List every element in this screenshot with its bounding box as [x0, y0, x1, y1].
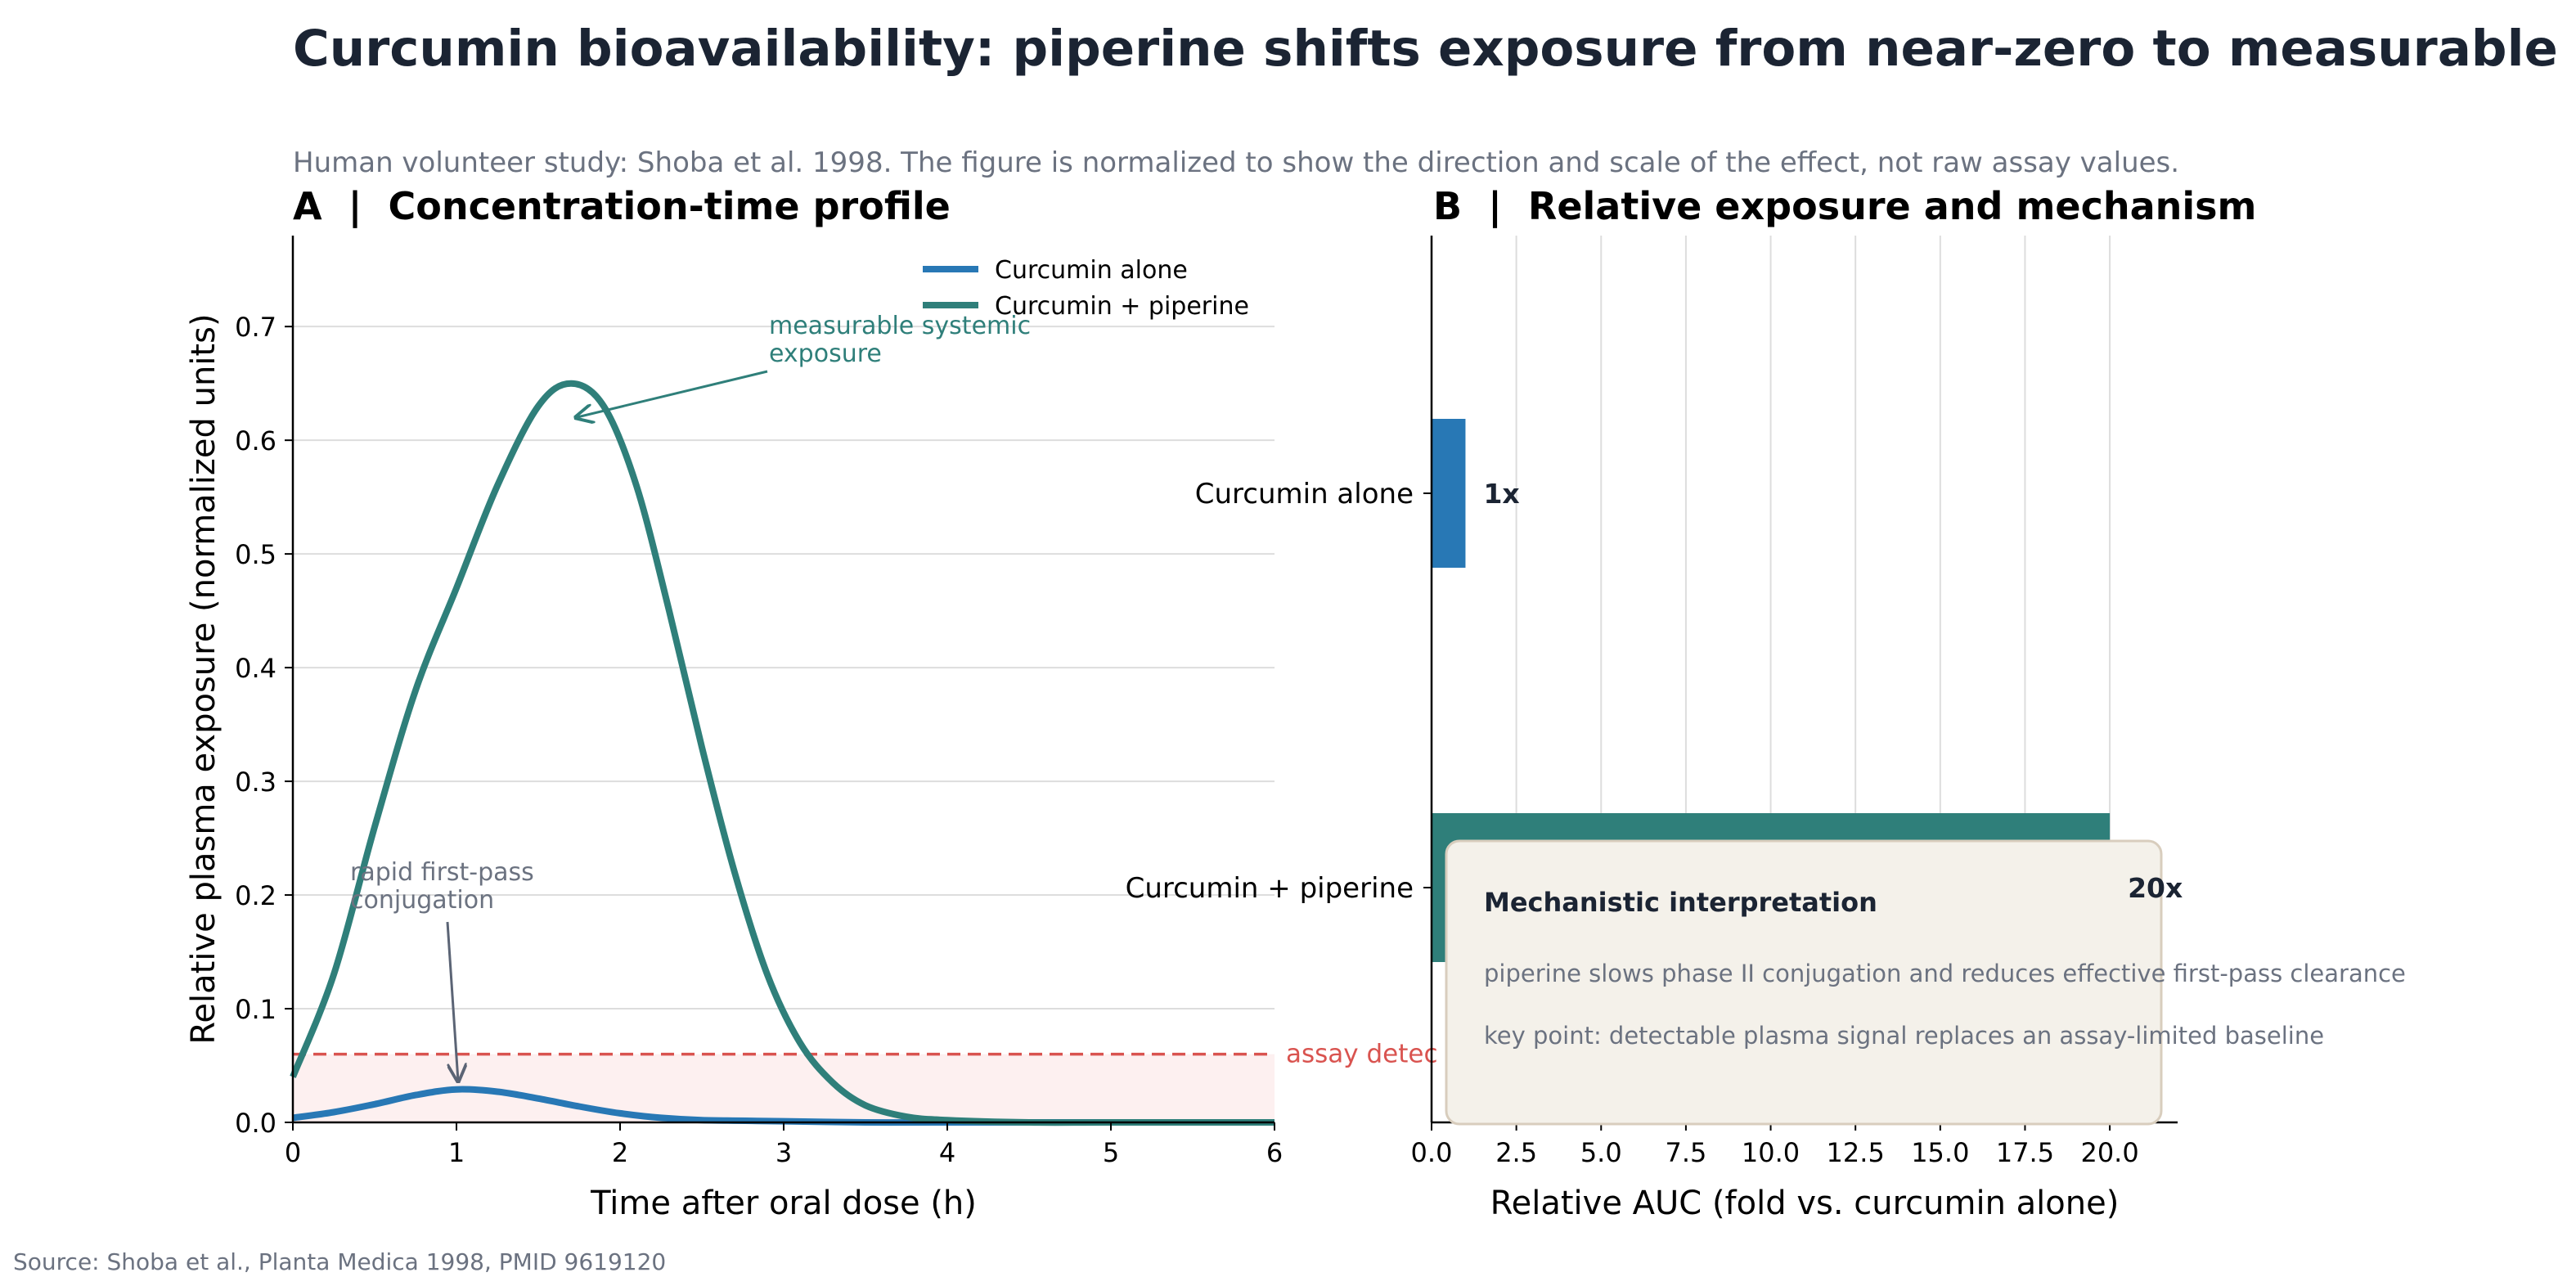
panel-a-title: A | Concentration-time profile [293, 184, 951, 229]
y-tick-label: 0.7 [235, 312, 276, 343]
x-tick-label: 2.5 [1495, 1137, 1537, 1168]
panel-b-ticks: 0.0 2.5 5.0 7.5 10.0 12.5 15.0 17.5 20.0 [1411, 492, 2139, 1168]
x-tick-label: 7.5 [1665, 1137, 1706, 1168]
x-tick-label: 15.0 [1911, 1137, 1969, 1168]
x-tick-label: 5 [1103, 1137, 1119, 1168]
x-tick-label: 20.0 [2080, 1137, 2138, 1168]
panel-a-gridlines [293, 326, 1275, 1010]
panel-b-plot: 0.0 2.5 5.0 7.5 10.0 12.5 15.0 17.5 20.0 Curcumi… [1126, 236, 2406, 1222]
chart-subtitle: Human volunteer study: Shoba et al. 1998… [293, 146, 2179, 179]
mechanism-box-line2: key point: detectable plasma signal repl… [1484, 1022, 2324, 1050]
legend: Curcumin alone Curcumin + piperine [923, 256, 1249, 321]
y-tick-label: 0.6 [235, 425, 276, 456]
chart-title: Curcumin bioavailability: piperine shift… [293, 20, 2558, 78]
panel-a-ticks: 0.0 0.1 0.2 0.3 0.4 0.5 0.6 0.7 0 1 2 3 4 5 6 [235, 312, 1283, 1168]
annotation-first-pass-line1: rapid first-pass [350, 858, 534, 887]
panel-a-x-axis-label: Time after oral dose (h) [590, 1185, 977, 1222]
legend-label-curcumin-piperine: Curcumin + piperine [995, 292, 1249, 321]
annotation-arrow-first-pass [446, 921, 458, 1081]
x-tick-label: 4 [939, 1137, 955, 1168]
annotation-measurable-exposure-line1: measurable systemic [769, 312, 1031, 340]
mechanism-box [1445, 839, 2163, 1126]
threshold-label: assay detec [1286, 1040, 1438, 1069]
x-tick-label: 17.5 [1996, 1137, 2054, 1168]
x-tick-label: 6 [1266, 1137, 1283, 1168]
y-tick-label: 0.0 [235, 1108, 276, 1139]
panel-b-x-axis-label: Relative AUC (fold vs. curcumin alone) [1490, 1185, 2120, 1222]
category-label-curcumin-piperine: Curcumin + piperine [1126, 872, 1414, 905]
category-label-curcumin-alone: Curcumin alone [1195, 478, 1414, 510]
panel-a-y-axis-label: Relative plasma exposure (normalized uni… [185, 313, 223, 1044]
bar-curcumin-alone [1432, 419, 1466, 568]
annotation-first-pass-line2: conjugation [350, 886, 494, 915]
x-tick-label: 0.0 [1411, 1137, 1453, 1168]
y-tick-label: 0.1 [235, 994, 276, 1025]
y-tick-label: 0.5 [235, 539, 276, 570]
mechanism-box-line1: piperine slows phase II conjugation and … [1484, 960, 2406, 987]
annotation-measurable-exposure-line2: exposure [769, 339, 882, 368]
value-label-curcumin-piperine: 20x [2128, 872, 2183, 904]
y-tick-label: 0.3 [235, 767, 276, 798]
panel-a-axes [291, 236, 1275, 1124]
x-tick-label: 10.0 [1742, 1137, 1800, 1168]
annotation-arrow-measurable-exposure [576, 370, 768, 417]
series-line-curcumin-piperine [290, 380, 1275, 1126]
legend-label-curcumin-alone: Curcumin alone [995, 256, 1188, 285]
value-label-curcumin-alone: 1x [1483, 478, 1519, 510]
mechanism-box-heading: Mechanistic interpretation [1484, 887, 1877, 918]
source-note: Source: Shoba et al., Planta Medica 1998… [13, 1248, 666, 1275]
y-tick-label: 0.4 [235, 653, 276, 684]
x-tick-label: 5.0 [1580, 1137, 1622, 1168]
x-tick-label: 1 [448, 1137, 465, 1168]
x-tick-label: 2 [612, 1137, 628, 1168]
y-tick-label: 0.2 [235, 880, 276, 911]
panel-b-title: B | Relative exposure and mechanism [1433, 184, 2256, 229]
x-tick-label: 12.5 [1827, 1137, 1885, 1168]
x-tick-label: 3 [775, 1137, 792, 1168]
x-tick-label: 0 [285, 1137, 301, 1168]
panel-a-plot: assay detec 0.0 0.1 0.2 0.3 0.4 0.5 0.6 0.7 0 1 2 3… [185, 236, 1438, 1222]
